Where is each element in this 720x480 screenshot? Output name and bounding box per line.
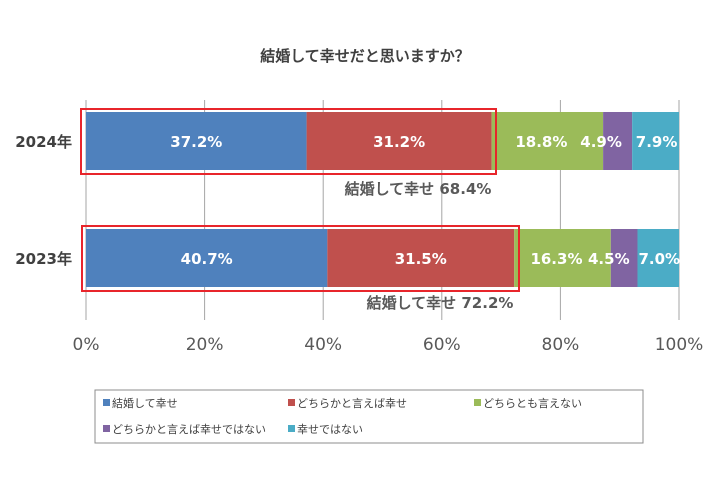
legend-label: どちらかと言えば幸せ: [297, 397, 407, 410]
data-label: 7.9%: [636, 133, 678, 151]
bar-segment: [86, 112, 307, 170]
bar-segment: [603, 112, 633, 170]
x-tick-label: 60%: [423, 335, 461, 355]
bar-segment: [610, 229, 638, 287]
data-label: 31.2%: [373, 133, 425, 151]
x-tick-label: 80%: [542, 335, 580, 355]
chart-title: 結婚して幸せだと思いますか？: [260, 47, 470, 65]
x-tick-label: 20%: [186, 335, 224, 355]
data-label: 37.2%: [170, 133, 222, 151]
legend-swatch: [288, 399, 295, 406]
legend-label: どちらかと言えば幸せではない: [112, 423, 266, 436]
legend-label: どちらとも言えない: [483, 397, 582, 410]
legend-swatch: [103, 399, 110, 406]
annotation-text: 結婚して幸せ 68.4%: [345, 180, 492, 198]
legend-box: [94, 389, 644, 444]
annotation-text: 結婚して幸せ 72.2%: [367, 294, 514, 312]
legend-swatch: [103, 425, 110, 432]
bar-segment: [637, 229, 679, 287]
data-label: 4.5%: [588, 250, 630, 268]
highlight-box: [81, 225, 520, 292]
legend-swatch: [288, 425, 295, 432]
legend-swatch: [474, 399, 481, 406]
data-label: 40.7%: [181, 250, 233, 268]
data-label: 31.5%: [395, 250, 447, 268]
highlight-box: [80, 108, 497, 175]
x-tick-label: 100%: [655, 335, 704, 355]
x-tick-label: 0%: [73, 335, 100, 355]
bar-segment: [491, 112, 604, 170]
legend-label: 幸せではない: [297, 423, 363, 436]
bar-segment: [514, 229, 611, 287]
data-label: 18.8%: [515, 133, 567, 151]
x-tick-label: 40%: [304, 335, 342, 355]
category-label: 2024年: [15, 133, 72, 151]
bar-segment: [86, 229, 328, 287]
bar-segment: [632, 112, 679, 170]
category-label: 2023年: [15, 250, 72, 268]
data-label: 16.3%: [530, 250, 582, 268]
data-label: 7.0%: [638, 250, 680, 268]
bar-segment: [306, 112, 492, 170]
bar-segment: [327, 229, 515, 287]
data-label: 4.9%: [580, 133, 622, 151]
legend-label: 結婚して幸せ: [112, 396, 178, 410]
